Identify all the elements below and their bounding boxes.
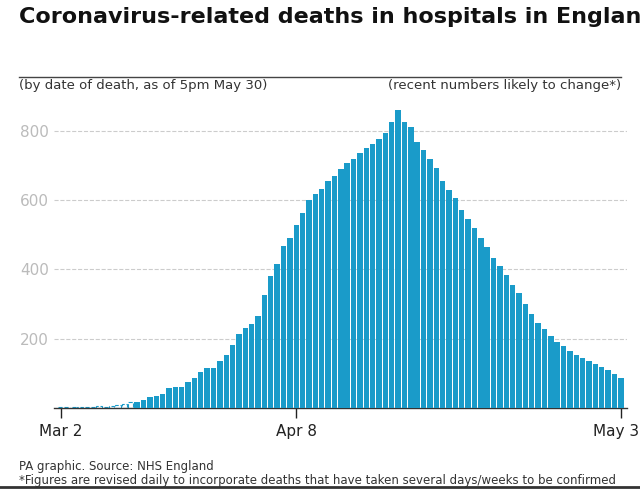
Text: (by date of death, as of 5pm May 30): (by date of death, as of 5pm May 30) xyxy=(19,79,268,92)
Bar xyxy=(593,364,598,408)
Bar xyxy=(115,405,121,408)
Bar xyxy=(516,293,522,408)
Bar xyxy=(586,361,592,408)
Bar xyxy=(351,160,356,408)
Bar xyxy=(605,370,611,408)
Bar xyxy=(548,336,554,408)
Bar xyxy=(580,358,586,408)
Bar xyxy=(249,325,255,408)
Bar xyxy=(109,406,115,408)
Bar xyxy=(357,154,363,408)
Bar xyxy=(554,342,560,408)
Bar xyxy=(452,198,458,408)
Bar xyxy=(504,275,509,408)
Bar xyxy=(230,345,236,408)
Bar xyxy=(198,371,204,408)
Bar xyxy=(122,404,127,408)
Bar xyxy=(192,377,197,408)
Bar xyxy=(573,355,579,408)
Text: Coronavirus-related deaths in hospitals in England: Coronavirus-related deaths in hospitals … xyxy=(19,7,640,27)
Bar xyxy=(300,213,305,408)
Bar xyxy=(186,382,191,408)
Bar xyxy=(491,258,496,408)
Bar xyxy=(211,368,216,408)
Bar xyxy=(102,407,108,408)
Bar xyxy=(459,210,465,408)
Bar xyxy=(472,228,477,408)
Bar xyxy=(294,225,299,408)
Bar xyxy=(160,394,165,408)
Text: *Figures are revised daily to incorporate deaths that have taken several days/we: *Figures are revised daily to incorporat… xyxy=(19,474,616,487)
Bar xyxy=(134,402,140,408)
Bar xyxy=(262,294,267,408)
Bar xyxy=(344,163,350,408)
Bar xyxy=(154,396,159,408)
Bar xyxy=(497,266,502,408)
Bar xyxy=(287,239,292,408)
Bar xyxy=(275,264,280,408)
Bar xyxy=(376,139,381,408)
Bar xyxy=(484,247,490,408)
Bar xyxy=(312,194,318,408)
Text: PA graphic. Source: NHS England: PA graphic. Source: NHS England xyxy=(19,460,214,473)
Bar xyxy=(523,304,528,408)
Bar xyxy=(307,200,312,408)
Bar xyxy=(325,181,331,408)
Bar xyxy=(536,323,541,408)
Bar xyxy=(396,110,401,408)
Bar xyxy=(478,238,484,408)
Bar xyxy=(402,122,407,408)
Bar xyxy=(529,314,534,408)
Bar xyxy=(510,285,515,408)
Bar xyxy=(440,181,445,408)
Bar xyxy=(427,159,433,408)
Bar xyxy=(612,374,617,408)
Bar xyxy=(166,388,172,408)
Bar xyxy=(465,219,471,408)
Bar xyxy=(179,387,184,408)
Bar xyxy=(370,144,375,408)
Bar xyxy=(618,377,623,408)
Bar xyxy=(204,368,210,408)
Bar xyxy=(561,346,566,408)
Bar xyxy=(173,387,178,408)
Bar xyxy=(446,190,452,408)
Bar xyxy=(408,127,413,408)
Bar xyxy=(90,407,95,408)
Bar xyxy=(541,329,547,408)
Bar xyxy=(141,400,146,408)
Bar xyxy=(243,328,248,408)
Bar xyxy=(338,169,344,408)
Bar xyxy=(433,168,439,408)
Bar xyxy=(383,133,388,408)
Bar xyxy=(421,150,426,408)
Bar xyxy=(217,361,223,408)
Bar xyxy=(255,317,260,408)
Bar xyxy=(223,355,229,408)
Bar xyxy=(128,402,134,408)
Bar xyxy=(415,142,420,408)
Bar xyxy=(567,351,573,408)
Bar xyxy=(281,247,286,408)
Bar xyxy=(236,333,242,408)
Bar xyxy=(319,189,324,408)
Bar xyxy=(77,407,83,408)
Bar xyxy=(147,397,152,408)
Bar xyxy=(389,122,394,408)
Bar xyxy=(599,367,604,408)
Bar xyxy=(96,406,102,408)
Bar xyxy=(364,148,369,408)
Text: (recent numbers likely to change*): (recent numbers likely to change*) xyxy=(388,79,621,92)
Bar xyxy=(268,276,273,408)
Bar xyxy=(332,175,337,408)
